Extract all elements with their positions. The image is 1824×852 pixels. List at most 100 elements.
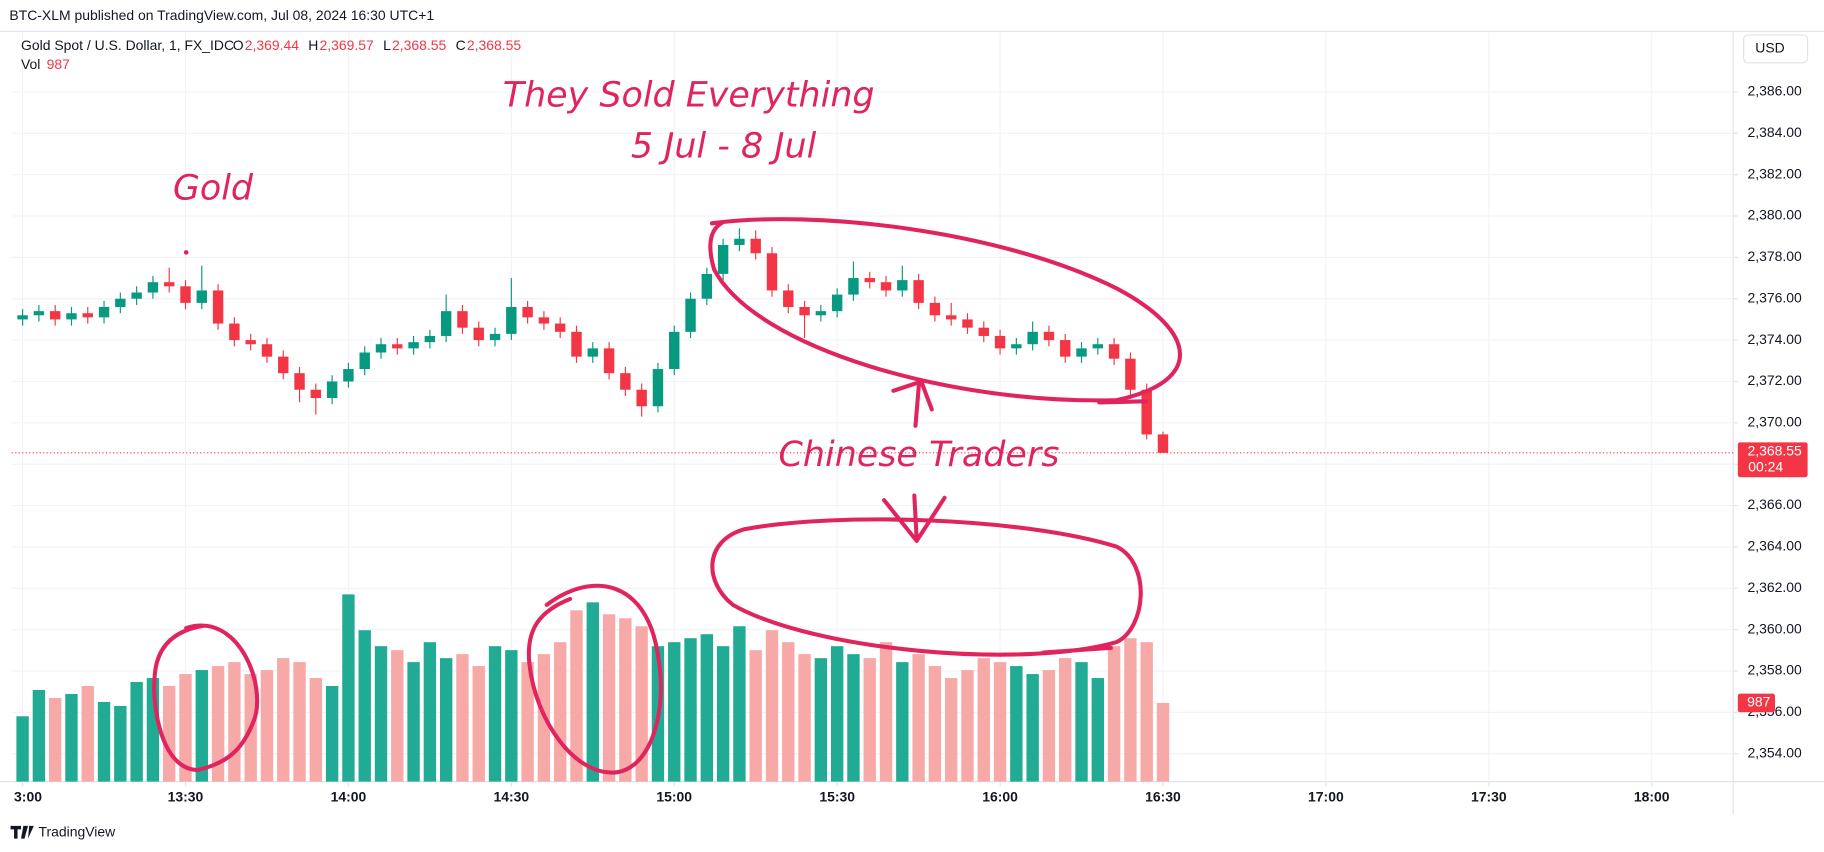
volume-bar bbox=[879, 642, 893, 782]
volume-bar bbox=[293, 662, 306, 782]
y-tick-label: 2,364.00 bbox=[1748, 538, 1803, 554]
candle-body bbox=[1092, 344, 1104, 349]
candle-body bbox=[783, 290, 794, 308]
ink-stroke bbox=[1097, 399, 1148, 405]
legend-value: 2,369.57 bbox=[320, 37, 375, 53]
legend-key: L bbox=[383, 37, 391, 53]
candle-body bbox=[864, 278, 875, 283]
volume-bar bbox=[977, 658, 990, 782]
candle-body bbox=[489, 333, 501, 341]
volume-bar bbox=[211, 666, 225, 782]
x-tick-label: 18:00 bbox=[1634, 789, 1670, 805]
volume-bar bbox=[342, 594, 355, 782]
volume-bar bbox=[1042, 670, 1056, 782]
candle-body bbox=[180, 286, 191, 303]
volume-bar bbox=[716, 646, 730, 782]
volume-bar bbox=[505, 650, 518, 782]
volume-bar bbox=[16, 716, 29, 782]
candle-body bbox=[1027, 331, 1038, 345]
volume-bar bbox=[749, 650, 762, 782]
volume-bar bbox=[97, 701, 111, 782]
x-tick-label: 17:00 bbox=[1308, 789, 1344, 805]
volume-bar bbox=[863, 658, 876, 782]
candle-body bbox=[49, 311, 61, 320]
candle-body bbox=[66, 313, 77, 320]
candle-body bbox=[554, 323, 566, 332]
candle-body bbox=[750, 238, 761, 254]
volume-bar bbox=[32, 689, 46, 782]
volume-bar bbox=[1140, 642, 1153, 782]
volume-bar bbox=[423, 642, 437, 782]
countdown: 00:24 bbox=[1748, 459, 1783, 475]
candle-body bbox=[33, 311, 45, 316]
volume-bar bbox=[847, 654, 860, 782]
volume-bar bbox=[81, 686, 94, 782]
y-tick-label: 2,382.00 bbox=[1748, 165, 1803, 181]
volume-bar bbox=[48, 697, 62, 782]
volume-bar bbox=[993, 662, 1007, 782]
volume-bar bbox=[309, 678, 323, 782]
candle-body bbox=[424, 335, 436, 343]
volume-bar bbox=[114, 705, 127, 782]
y-tick-label: 2,376.00 bbox=[1748, 289, 1803, 305]
ink-circle bbox=[526, 583, 663, 775]
candle-body bbox=[978, 327, 989, 336]
candle-body bbox=[571, 331, 582, 357]
volume-bar bbox=[488, 646, 502, 782]
y-tick-label: 2,358.00 bbox=[1748, 662, 1803, 678]
candle-body bbox=[848, 278, 859, 295]
ink-ellipse bbox=[708, 217, 1182, 403]
candle-body bbox=[359, 352, 370, 370]
candle-body bbox=[17, 315, 28, 320]
x-tick-label: 16:00 bbox=[982, 789, 1018, 805]
candle-body bbox=[620, 373, 631, 390]
ink-circle bbox=[152, 623, 260, 773]
volume-bar bbox=[765, 630, 779, 782]
volume-bar bbox=[554, 642, 567, 782]
volume-bar bbox=[179, 674, 192, 782]
candle-body bbox=[1076, 348, 1087, 357]
volume-bar bbox=[439, 658, 453, 782]
volume-name: Vol bbox=[21, 56, 40, 72]
x-tick-label: 17:30 bbox=[1471, 789, 1507, 805]
volume-bar bbox=[668, 642, 681, 782]
candle-body bbox=[929, 302, 941, 316]
annotation: Gold bbox=[173, 169, 254, 209]
candle-body bbox=[326, 381, 338, 398]
candle-body bbox=[880, 282, 892, 291]
volume-value: 987 bbox=[47, 56, 71, 72]
volume-bar bbox=[65, 693, 78, 782]
volume-bar bbox=[700, 634, 714, 782]
x-tick-label: 15:00 bbox=[656, 789, 692, 805]
volume-bar bbox=[896, 662, 909, 782]
candle-body bbox=[799, 307, 810, 316]
candle-body bbox=[375, 344, 387, 353]
candle-body bbox=[196, 290, 208, 303]
candle-body bbox=[294, 373, 305, 390]
candle-body bbox=[831, 294, 843, 312]
currency[interactable]: USD bbox=[1755, 40, 1784, 56]
volume-bar bbox=[961, 670, 974, 782]
ink-arrow bbox=[882, 493, 947, 543]
candle-body bbox=[115, 298, 126, 308]
volume-bar bbox=[195, 670, 208, 782]
logo bbox=[10, 825, 34, 839]
y-tick-label: 2,362.00 bbox=[1748, 579, 1803, 595]
y-tick-label: 2,372.00 bbox=[1748, 372, 1803, 388]
candle-body bbox=[457, 311, 468, 328]
candle-body bbox=[310, 389, 322, 398]
x-tick-label: 15:30 bbox=[819, 789, 855, 805]
volume-bar bbox=[928, 666, 942, 782]
x-tick-label: 16:30 bbox=[1145, 789, 1181, 805]
legend-key: C bbox=[456, 37, 466, 53]
candle-body bbox=[636, 389, 647, 407]
volume-bar bbox=[1026, 674, 1039, 782]
candle-body bbox=[603, 348, 615, 374]
y-tick-label: 2,366.00 bbox=[1748, 496, 1803, 512]
candle-body bbox=[1108, 344, 1120, 359]
candle-body bbox=[522, 307, 533, 318]
axes: 2,354.002,356.002,358.002,360.002,362.00… bbox=[14, 83, 1808, 805]
volume-bar bbox=[163, 686, 176, 782]
currency-button[interactable] bbox=[1743, 34, 1809, 64]
